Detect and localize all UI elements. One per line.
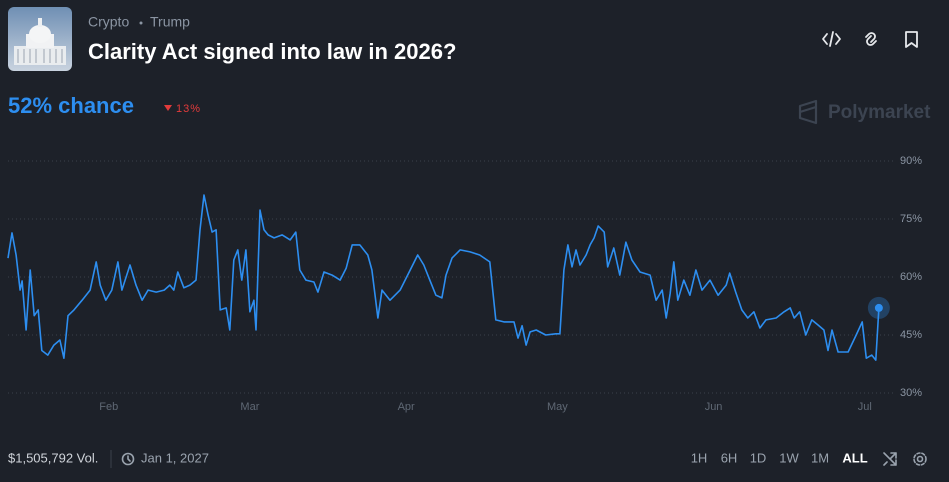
range-button[interactable]: 1H xyxy=(691,450,708,465)
down-arrow xyxy=(164,105,172,111)
brand-name: Polymarket xyxy=(828,102,931,123)
bookmark-button[interactable] xyxy=(905,31,918,48)
embed-button[interactable] xyxy=(822,31,841,47)
x-tick-label: Apr xyxy=(398,401,415,413)
tag[interactable]: Trump xyxy=(150,14,190,30)
range-button[interactable]: ALL xyxy=(842,450,867,465)
separator xyxy=(139,21,143,25)
y-tick-label: 90% xyxy=(900,155,922,167)
range-button[interactable]: 6H xyxy=(721,450,738,465)
change: 13% xyxy=(176,103,201,115)
brand-logo xyxy=(798,99,818,125)
category[interactable]: Crypto xyxy=(88,14,129,30)
range-button[interactable]: 1M xyxy=(811,450,829,465)
range-selector: 1H 6H 1D 1W 1M ALL xyxy=(691,450,868,465)
y-tick-label: 75% xyxy=(900,213,922,225)
x-tick-label: Mar xyxy=(240,401,259,413)
price-chart: 90% 75% 60% 45% 30% Feb Mar Apr May Jun Jul xyxy=(7,155,922,413)
x-tick-label: May xyxy=(547,401,568,413)
settings-button[interactable] xyxy=(913,452,927,466)
chance: 52% chance xyxy=(8,93,134,118)
shuffle-button[interactable] xyxy=(883,452,897,466)
volume: $1,505,792 Vol. xyxy=(8,450,98,465)
market-thumbnail xyxy=(8,7,72,71)
end-date: Jan 1, 2027 xyxy=(141,450,209,465)
range-button[interactable]: 1W xyxy=(779,450,799,465)
y-tick-label: 30% xyxy=(900,387,922,399)
y-tick-label: 60% xyxy=(900,271,922,283)
y-tick-label: 45% xyxy=(900,329,922,341)
x-tick-label: Jul xyxy=(858,401,872,413)
x-tick-label: Feb xyxy=(99,401,118,413)
range-button[interactable]: 1D xyxy=(750,450,767,465)
x-tick-label: Jun xyxy=(705,401,723,413)
copy-link-button[interactable] xyxy=(865,32,877,46)
price-line xyxy=(7,194,880,361)
clock-icon xyxy=(121,452,135,466)
current-point xyxy=(874,303,883,312)
market-title: Clarity Act signed into law in 2026? xyxy=(88,39,456,64)
